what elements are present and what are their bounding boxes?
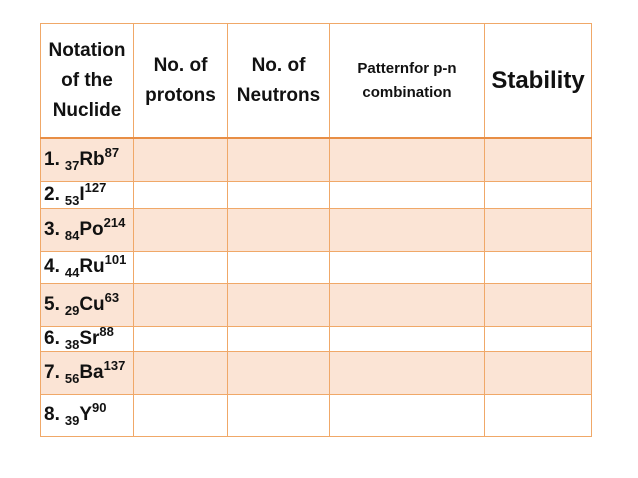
element-symbol: I xyxy=(79,183,85,205)
header-row: Notation of the Nuclide No. of protons N… xyxy=(40,23,592,139)
row-number: 1. xyxy=(44,148,60,170)
neutrons-cell[interactable] xyxy=(227,393,330,437)
protons-cell[interactable] xyxy=(133,325,228,352)
table-row: 5. 29Cu63 xyxy=(40,282,592,327)
pattern-cell[interactable] xyxy=(329,180,485,209)
pattern-cell[interactable] xyxy=(329,350,485,395)
pattern-cell[interactable] xyxy=(329,207,485,252)
neutrons-cell[interactable] xyxy=(227,137,330,182)
nuclide-cell: 4. 44Ru101 xyxy=(40,250,134,284)
mass-number: 214 xyxy=(103,214,126,230)
atomic-number: 84 xyxy=(64,227,80,243)
mass-number: 63 xyxy=(104,289,120,305)
atomic-number: 56 xyxy=(64,370,80,386)
pattern-cell[interactable] xyxy=(329,250,485,284)
protons-cell[interactable] xyxy=(133,137,228,182)
protons-cell[interactable] xyxy=(133,282,228,327)
neutrons-cell[interactable] xyxy=(227,180,330,209)
neutrons-cell[interactable] xyxy=(227,207,330,252)
mass-number: 127 xyxy=(84,179,107,195)
atomic-number: 39 xyxy=(64,413,80,428)
neutrons-cell[interactable] xyxy=(227,250,330,284)
header-pattern: Patternfor p-n combination xyxy=(329,23,485,139)
element-symbol: Po xyxy=(79,218,104,240)
nuclide-cell: 3. 84Po214 xyxy=(40,207,134,252)
element-symbol: Y xyxy=(79,404,93,425)
stability-cell[interactable] xyxy=(484,350,592,395)
mass-number: 88 xyxy=(99,323,114,339)
table-row: 4. 44Ru101 xyxy=(40,250,592,284)
stability-cell[interactable] xyxy=(484,393,592,437)
protons-cell[interactable] xyxy=(133,207,228,252)
nuclide-table-container: Notation of the Nuclide No. of protons N… xyxy=(40,23,592,437)
table-row: 1. 37Rb87 xyxy=(40,137,592,182)
pattern-cell[interactable] xyxy=(329,325,485,352)
protons-cell[interactable] xyxy=(133,250,228,284)
element-symbol: Cu xyxy=(79,293,105,315)
nuclide-cell: 2. 53I127 xyxy=(40,179,134,209)
row-number: 6. xyxy=(44,327,60,349)
header-stability: Stability xyxy=(484,23,592,139)
pattern-cell[interactable] xyxy=(329,393,485,437)
atomic-number: 44 xyxy=(64,265,80,280)
stability-cell[interactable] xyxy=(484,282,592,327)
row-number: 7. xyxy=(44,361,60,383)
table-row: 6. 38Sr88 xyxy=(40,323,592,352)
atomic-number: 37 xyxy=(64,157,80,173)
stability-cell[interactable] xyxy=(484,137,592,182)
element-symbol: Ru xyxy=(79,256,105,277)
atomic-number: 53 xyxy=(64,192,80,208)
atomic-number: 29 xyxy=(64,302,80,318)
table-row: 7. 56Ba137 xyxy=(40,350,592,395)
header-protons: No. of protons xyxy=(133,23,228,139)
protons-cell[interactable] xyxy=(133,350,228,395)
atomic-number: 38 xyxy=(64,336,80,352)
row-number: 5. xyxy=(44,293,60,315)
nuclide-cell: 8. 39Y90 xyxy=(40,393,134,437)
nuclide-cell: 5. 29Cu63 xyxy=(40,282,134,327)
table-row: 3. 84Po214 xyxy=(40,207,592,252)
row-number: 3. xyxy=(44,218,60,240)
table-row: 2. 53I127 xyxy=(40,179,592,209)
nuclide-cell: 7. 56Ba137 xyxy=(40,350,134,395)
pattern-cell[interactable] xyxy=(329,282,485,327)
nuclide-cell: 6. 38Sr88 xyxy=(40,323,134,352)
element-symbol: Sr xyxy=(79,327,100,349)
stability-cell[interactable] xyxy=(484,325,592,352)
stability-cell[interactable] xyxy=(484,250,592,284)
protons-cell[interactable] xyxy=(133,180,228,209)
header-neutrons: No. of Neutrons xyxy=(227,23,330,139)
row-number: 2. xyxy=(44,183,60,205)
neutrons-cell[interactable] xyxy=(227,325,330,352)
nuclide-table: Notation of the Nuclide No. of protons N… xyxy=(40,23,592,437)
table-row: 8. 39Y90 xyxy=(40,393,592,437)
neutrons-cell[interactable] xyxy=(227,282,330,327)
protons-cell[interactable] xyxy=(133,393,228,437)
pattern-cell[interactable] xyxy=(329,137,485,182)
mass-number: 101 xyxy=(104,252,127,267)
mass-number: 137 xyxy=(103,357,126,373)
row-number: 4. xyxy=(44,256,60,277)
neutrons-cell[interactable] xyxy=(227,350,330,395)
element-symbol: Ba xyxy=(79,361,104,383)
nuclide-cell: 1. 37Rb87 xyxy=(40,137,134,182)
mass-number: 90 xyxy=(92,400,107,415)
stability-cell[interactable] xyxy=(484,207,592,252)
header-notation: Notation of the Nuclide xyxy=(40,23,134,139)
mass-number: 87 xyxy=(104,144,120,160)
table-body: 1. 37Rb87 2. 53I127 3. 84Po214 4. 44Ru101 5. 29Cu… xyxy=(40,137,592,437)
stability-cell[interactable] xyxy=(484,180,592,209)
element-symbol: Rb xyxy=(79,148,105,170)
row-number: 8. xyxy=(44,404,60,425)
